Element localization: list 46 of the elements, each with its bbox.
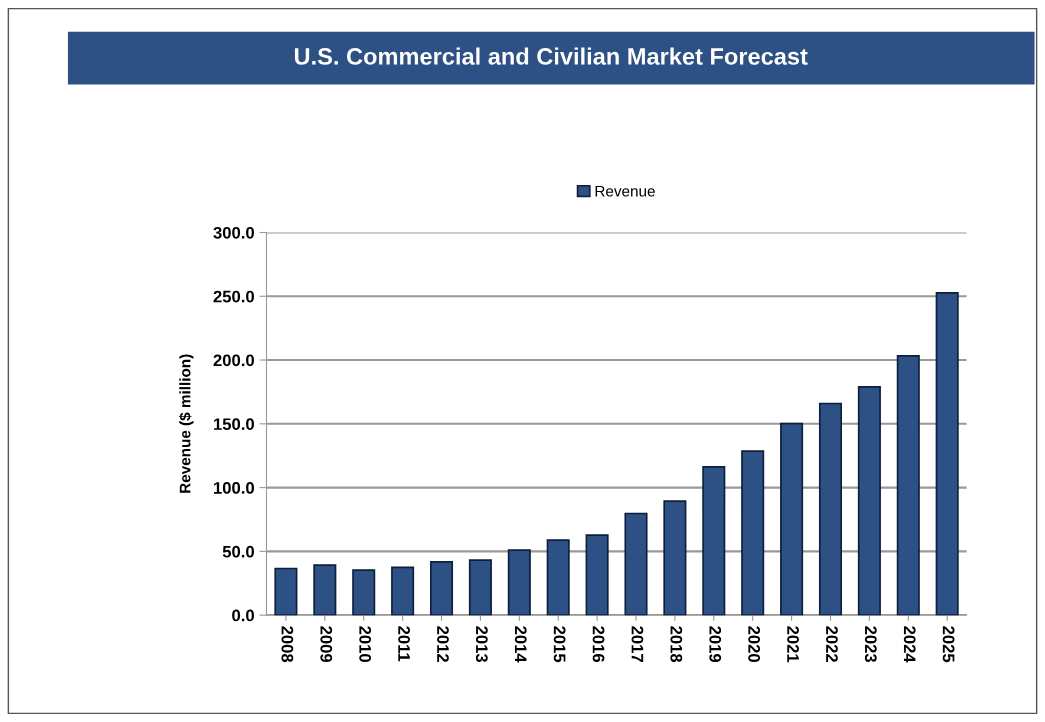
bar [857, 385, 881, 616]
x-tick-label: 2021 [787, 626, 799, 663]
bar [624, 512, 648, 616]
x-tick-label: 2013 [475, 626, 488, 663]
bar [935, 291, 959, 616]
x-tick-label: 2024 [903, 626, 916, 663]
x-tick-label: 2016 [592, 626, 605, 663]
x-tick-label: 2015 [553, 626, 566, 663]
bar [391, 566, 415, 616]
y-tick-label: 100.0 [214, 481, 254, 494]
x-tick-label: 2023 [864, 626, 877, 663]
x-tick-label: 2011 [398, 626, 410, 662]
bar [429, 560, 454, 616]
x-tick-label: 2020 [748, 626, 761, 662]
x-tick-label: 2017 [631, 626, 644, 662]
bar [780, 422, 804, 616]
x-tick-label: 2008 [281, 626, 294, 663]
y-tick-label: 300.0 [213, 226, 254, 239]
bar [663, 500, 687, 616]
y-tick-label: 150.0 [214, 418, 254, 431]
x-tick-label: 2012 [437, 626, 449, 662]
bar [546, 539, 570, 616]
y-tick-label: 200.0 [213, 354, 254, 367]
bar [313, 564, 337, 616]
x-tick-label: 2019 [709, 626, 722, 663]
x-tick-label: 2018 [670, 626, 683, 663]
x-tick-label: 2009 [320, 626, 333, 663]
bar [585, 534, 609, 616]
x-tick-label: 2014 [514, 626, 527, 663]
x-tick-label: 2025 [942, 626, 955, 663]
x-tick-label: 2022 [826, 626, 838, 662]
bar [896, 354, 920, 616]
x-tick-label: 2010 [359, 626, 372, 662]
chart-title: U.S. Commercial and Civilian Market Forecast [294, 47, 808, 65]
bar [741, 450, 765, 616]
bar [468, 559, 492, 616]
bar [507, 549, 531, 616]
y-tick-label: 50.0 [222, 545, 254, 558]
y-tick-label: 250.0 [213, 290, 254, 303]
bar [818, 402, 843, 616]
legend-label: Revenue [595, 185, 655, 197]
bar [352, 569, 376, 616]
y-axis-title: Revenue ($ million) [179, 354, 194, 493]
bar [274, 567, 298, 616]
y-tick-label: 0.0 [232, 609, 254, 622]
bar [702, 465, 726, 616]
